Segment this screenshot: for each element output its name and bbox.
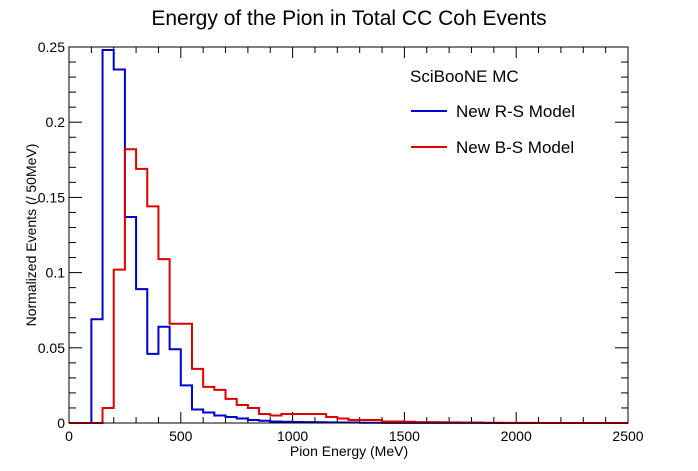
y-axis-label: Normalized Events (/ 50MeV) [23, 144, 39, 327]
x-tick-label: 500 [169, 428, 193, 444]
chart-title: Energy of the Pion in Total CC Coh Event… [151, 7, 546, 30]
legend: SciBooNE MC New R-S Model New B-S Model [410, 67, 575, 157]
y-tick-label: 0.15 [38, 189, 65, 205]
y-tick-label: 0.2 [46, 114, 66, 130]
y-tick-label: 0 [57, 415, 65, 431]
y-tick-label: 0.1 [46, 265, 66, 281]
tick-labels: 0 500 1000 1500 2000 2500 0 0.05 0.1 0.15 0.2 0.25 [38, 39, 644, 444]
y-tick-label: 0.05 [38, 340, 65, 356]
x-axis-label: Pion Energy (MeV) [290, 443, 408, 459]
legend-label-new-b-s-model: New B-S Model [456, 138, 574, 157]
y-tick-label: 0.25 [38, 39, 65, 55]
x-tick-label: 2500 [612, 428, 643, 444]
x-tick-label: 2000 [501, 428, 532, 444]
legend-header: SciBooNE MC [410, 67, 519, 86]
plot-frame [68, 46, 629, 424]
x-tick-label: 0 [65, 428, 73, 444]
legend-label-new-r-s-model: New R-S Model [456, 102, 575, 121]
x-tick-label: 1000 [277, 428, 308, 444]
x-tick-label: 1500 [389, 428, 420, 444]
